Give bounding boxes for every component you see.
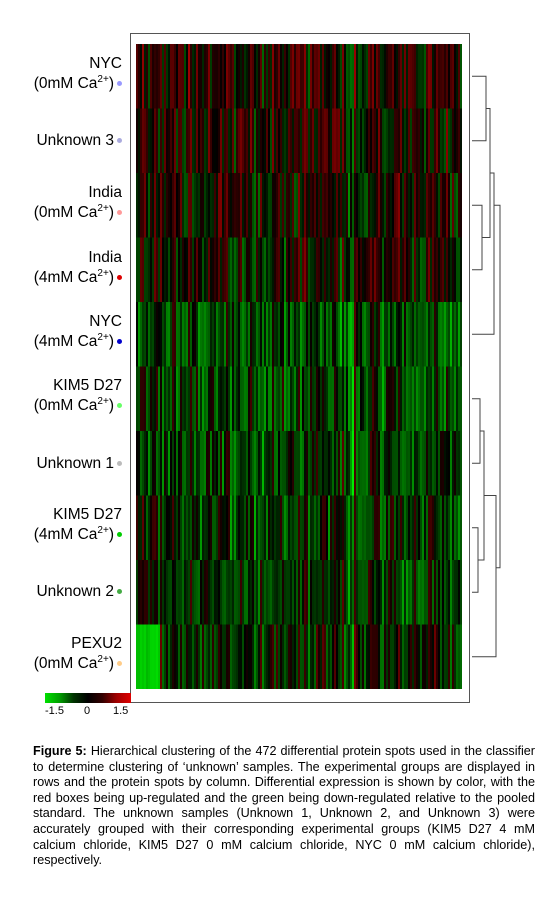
dendrogram-branch xyxy=(472,527,479,593)
row-color-dot xyxy=(117,532,122,538)
row-label-close: ) xyxy=(108,75,114,92)
row-label-close: ) xyxy=(108,269,114,286)
row-label-sup: 2+ xyxy=(97,653,109,665)
color-scale-bar xyxy=(45,693,131,703)
row-color-dot xyxy=(117,403,122,409)
row-label-india-4mm: India (4mM Ca2+) xyxy=(34,248,122,288)
dendrogram-branch xyxy=(472,204,483,271)
row-label-line1: India xyxy=(88,249,122,266)
row-color-dot xyxy=(117,589,122,595)
row-label-unknown-2: Unknown 2 xyxy=(36,582,122,602)
dendrogram-branch xyxy=(472,172,495,335)
row-color-dot xyxy=(117,138,122,144)
heatmap-grid xyxy=(136,44,462,689)
row-label-close: ) xyxy=(108,333,114,350)
row-label-unknown-3: Unknown 3 xyxy=(36,131,122,151)
row-label-line2: (0mM Ca xyxy=(33,204,98,221)
figure-caption: Figure 5: Hierarchical clustering of the… xyxy=(33,744,535,869)
row-label-sup: 2+ xyxy=(97,395,109,407)
row-label-line1: India xyxy=(88,184,122,201)
row-label-line1: Unknown 1 xyxy=(36,455,114,472)
row-color-dot xyxy=(117,461,122,467)
dendrogram-branch xyxy=(472,75,487,142)
dendrogram-branch xyxy=(478,430,485,561)
row-label-close: ) xyxy=(108,526,114,543)
row-label-sup: 2+ xyxy=(97,73,109,85)
row-color-dot xyxy=(117,210,122,216)
row-label-line2: (0mM Ca xyxy=(33,75,98,92)
row-label-line2: (4mM Ca xyxy=(33,269,98,286)
row-label-sup: 2+ xyxy=(97,331,109,343)
row-label-kim5-0mm: KIM5 D27 (0mM Ca2+) xyxy=(34,376,122,416)
row-label-unknown-1: Unknown 1 xyxy=(36,454,122,474)
row-color-dot xyxy=(117,81,122,87)
row-label-close: ) xyxy=(108,397,114,414)
row-label-india-0mm: India (0mM Ca2+) xyxy=(34,183,122,223)
scale-mid-label: 0 xyxy=(84,705,91,717)
row-label-line1: NYC xyxy=(89,313,122,330)
dendrogram-branch xyxy=(472,495,497,658)
heatmap-figure: NYC (0mM Ca2+) Unknown 3 India (0mM Ca2+… xyxy=(34,33,501,717)
heatmap-cells xyxy=(136,44,462,689)
row-label-close: ) xyxy=(108,655,114,672)
caption-label: Figure 5: xyxy=(33,744,87,758)
row-label-line1: NYC xyxy=(89,55,122,72)
row-label-nyc-4mm: NYC (4mM Ca2+) xyxy=(34,312,122,352)
row-label-pexu2-0mm: PEXU2 (0mM Ca2+) xyxy=(34,634,122,674)
row-label-line1: Unknown 3 xyxy=(36,132,114,149)
scale-min-label: -1.5 xyxy=(45,705,64,717)
row-label-line2: (4mM Ca xyxy=(33,526,98,543)
row-color-dot xyxy=(117,661,122,667)
dendrogram-branch xyxy=(472,398,481,464)
row-label-sup: 2+ xyxy=(97,202,109,214)
row-color-dot xyxy=(117,275,122,281)
row-label-line2: (4mM Ca xyxy=(33,333,98,350)
row-label-line2: (0mM Ca xyxy=(33,655,98,672)
dendrogram xyxy=(472,75,501,658)
row-label-line1: PEXU2 xyxy=(71,635,122,652)
scale-max-label: 1.5 xyxy=(113,705,129,717)
row-label-line1: KIM5 D27 xyxy=(53,506,122,523)
row-label-line1: KIM5 D27 xyxy=(53,377,122,394)
row-label-close: ) xyxy=(108,204,114,221)
caption-text: Hierarchical clustering of the 472 diffe… xyxy=(33,744,535,868)
dendrogram-branch xyxy=(494,204,501,569)
row-color-dot xyxy=(117,339,122,345)
row-label-sup: 2+ xyxy=(97,524,109,536)
row-label-nyc-0mm: NYC (0mM Ca2+) xyxy=(34,54,122,94)
row-label-line1: Unknown 2 xyxy=(36,583,114,600)
row-label-line2: (0mM Ca xyxy=(33,397,98,414)
row-label-sup: 2+ xyxy=(97,267,109,279)
row-label-kim5-4mm: KIM5 D27 (4mM Ca2+) xyxy=(34,505,122,545)
